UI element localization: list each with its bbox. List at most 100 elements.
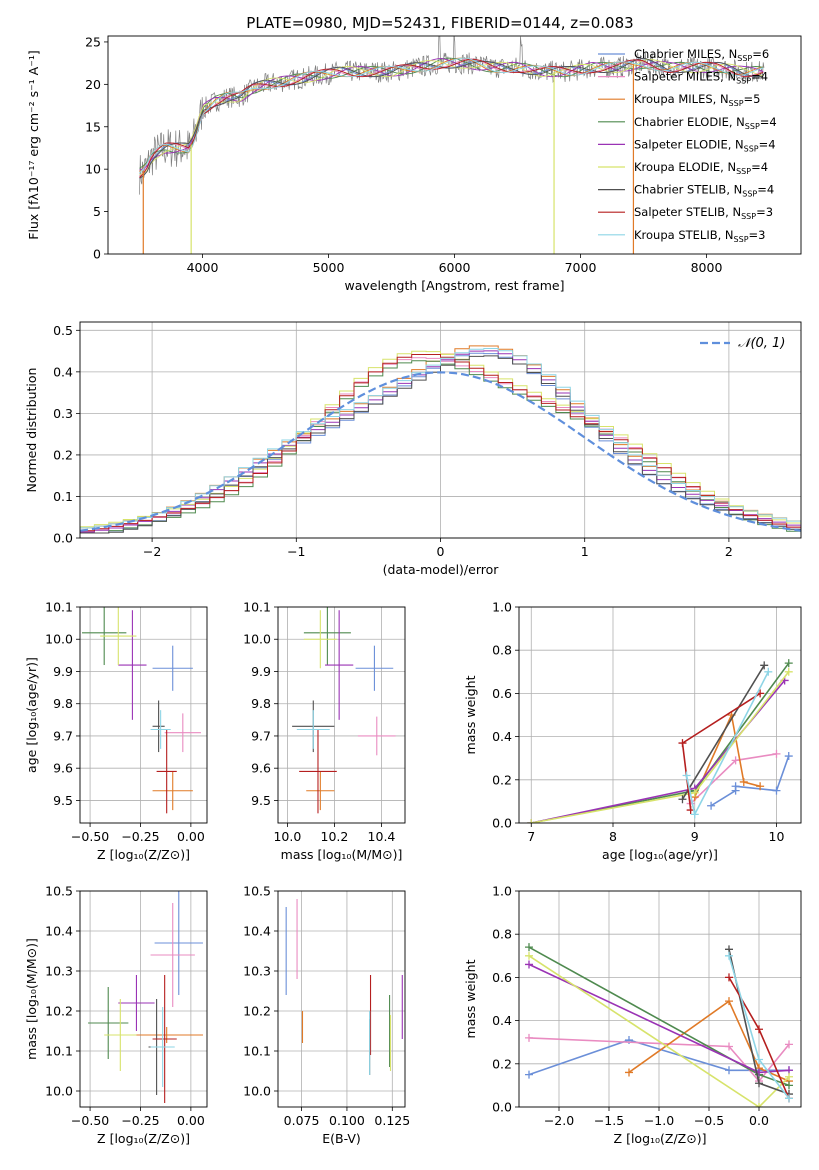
weight-marker	[678, 795, 687, 804]
x-axis-label: Z [log₁₀(Z/Z⊙)]	[97, 1131, 190, 1146]
histograms	[80, 345, 801, 534]
weight-marker	[784, 659, 793, 668]
weight-marker	[725, 951, 733, 960]
plot-frame	[277, 890, 406, 1108]
weight-marker	[785, 1081, 793, 1090]
y-axis-label: age [log₁₀(age/yr)]	[24, 657, 39, 773]
x-tick-label: 7000	[565, 260, 597, 275]
x-tick-label: 10.0	[273, 829, 301, 844]
errorbars	[88, 891, 203, 1103]
x-tick-label: −1.5	[594, 1113, 624, 1128]
weight-marker	[756, 782, 765, 791]
weight-marker	[785, 1094, 793, 1103]
weight-marker	[725, 1042, 733, 1051]
y-tick-label: 0.8	[492, 643, 512, 658]
y-tick-label: 10.4	[243, 924, 271, 939]
y-tick-label: 20	[85, 77, 101, 92]
weight-marker	[690, 810, 699, 819]
y-axis-label: Flux [fλ10⁻¹⁷ erg cm⁻² s⁻¹ A⁻¹]	[26, 50, 41, 239]
x-axis-label: Z [log₁₀(Z/Z⊙)]	[614, 1131, 707, 1146]
y-tick-label: 10.3	[243, 964, 271, 979]
x-tick-label: 8	[609, 829, 617, 844]
weight-marker	[525, 951, 533, 960]
x-tick-label: 9	[691, 829, 699, 844]
y-tick-label: 0.6	[492, 970, 512, 985]
model-spectrum-line	[139, 58, 764, 178]
weight-marker	[731, 782, 740, 791]
x-tick-label: −1	[287, 544, 305, 559]
weight-marker	[760, 661, 769, 670]
y-tick-label: 9.9	[251, 664, 271, 679]
y-tick-label: 0.2	[53, 447, 73, 462]
y-tick-label: 10.0	[45, 1084, 73, 1099]
y-tick-label: 9.8	[251, 696, 271, 711]
model-spectrum-line	[139, 57, 764, 169]
weight-marker	[784, 752, 793, 761]
weight-marker	[764, 667, 773, 676]
legend-entry: Kroupa MILES, NSSP=5	[634, 92, 760, 108]
massweight_vs_age-panel: 7 8 9 10 0.0 0.2 0.4 0.6 0.8 1.0 age [log₁₀(age/yr…	[463, 600, 802, 862]
legend-entry: Kroupa ELODIE, NSSP=4	[634, 160, 768, 176]
x-tick-label: 0.0	[749, 1113, 769, 1128]
weight-marker	[755, 1055, 763, 1064]
weight-line	[528, 955, 790, 1107]
y-tick-label: 10.5	[243, 884, 271, 899]
legend-entry: Kroupa STELIB, NSSP=3	[634, 228, 765, 244]
y-tick-label: 5	[93, 204, 101, 219]
model-spectrum-line	[139, 57, 764, 172]
plot-frame	[79, 606, 208, 824]
y-tick-label: 10.0	[45, 632, 73, 647]
y-tick-label: 0.3	[53, 406, 73, 421]
y-tick-label: 10.0	[243, 632, 271, 647]
weight-marker	[725, 997, 733, 1006]
spectrum-lines	[139, 36, 765, 254]
weight-marker	[678, 739, 687, 748]
x-tick-label: 5000	[313, 260, 345, 275]
y-tick-label: 0	[93, 247, 101, 262]
x-tick-label: 0.075	[284, 1113, 320, 1128]
x-tick-label: 0.00	[177, 1113, 205, 1128]
weight-marker	[527, 819, 536, 823]
legend: Chabrier MILES, NSSP=6 Salpeter MILES, NS…	[598, 47, 777, 244]
massweight_vs_Z-panel: −2.0 −1.5 −1.0 −0.5 0.0 0.0 0.2 0.4 0.6 0.8 1.0 Z […	[463, 884, 802, 1146]
y-tick-label: 10.4	[45, 924, 73, 939]
weight-marker	[525, 1070, 533, 1079]
observed-spectrum-line	[139, 36, 765, 195]
weight-marker	[755, 1103, 763, 1107]
y-tick-label: 9.7	[53, 728, 73, 743]
y-tick-label: 10.3	[45, 964, 73, 979]
y-axis-label: mass [log₁₀(M/M⊙)]	[24, 938, 39, 1060]
x-tick-label: −0.25	[121, 829, 159, 844]
y-tick-label: 0.2	[492, 772, 512, 787]
histogram-line	[80, 355, 801, 534]
y-tick-label: 9.5	[251, 793, 271, 808]
y-tick-label: 0.0	[53, 531, 73, 546]
model-spectrum-line	[139, 57, 764, 179]
weight-marker	[525, 960, 533, 969]
x-tick-label: 0.125	[374, 1113, 410, 1128]
x-tick-label: −1.0	[644, 1113, 674, 1128]
y-tick-label: 10.2	[243, 1004, 271, 1019]
x-axis-label: mass [log₁₀(M/M⊙)]	[281, 847, 403, 862]
x-tick-label: 8000	[691, 260, 723, 275]
y-tick-label: 0.1	[53, 489, 73, 504]
x-axis-label: wavelength [Angstrom, rest frame]	[344, 278, 564, 293]
weight-line	[628, 999, 790, 1082]
weight-marker	[725, 1066, 733, 1075]
weight-marker	[731, 756, 740, 765]
mass_vs_EBV-panel: 0.075 0.100 0.125 10.0 10.1 10.2 10.3 10.4 10.5 E…	[243, 884, 410, 1147]
y-tick-label: 10	[85, 162, 101, 177]
x-tick-label: −0.50	[71, 829, 109, 844]
normal-curve	[80, 371, 801, 532]
y-tick-label: 0.8	[492, 927, 512, 942]
y-tick-label: 0.6	[492, 686, 512, 701]
y-tick-label: 0.4	[492, 729, 512, 744]
age_vs_Z-panel: −0.50 −0.25 0.00 9.5 9.6 9.7 9.8 9.9 10.0 10.1 Z […	[24, 600, 208, 862]
spectrum-panel: PLATE=0980, MJD=52431, FIBERID=0144, z=0…	[26, 14, 802, 293]
weight-marker	[525, 1033, 533, 1042]
y-tick-label: 10.0	[243, 1084, 271, 1099]
errorbars	[292, 607, 396, 814]
weight-marker	[690, 788, 699, 797]
y-tick-label: 10.1	[45, 1044, 73, 1059]
chart-title: PLATE=0980, MJD=52431, FIBERID=0144, z=0…	[246, 14, 633, 32]
